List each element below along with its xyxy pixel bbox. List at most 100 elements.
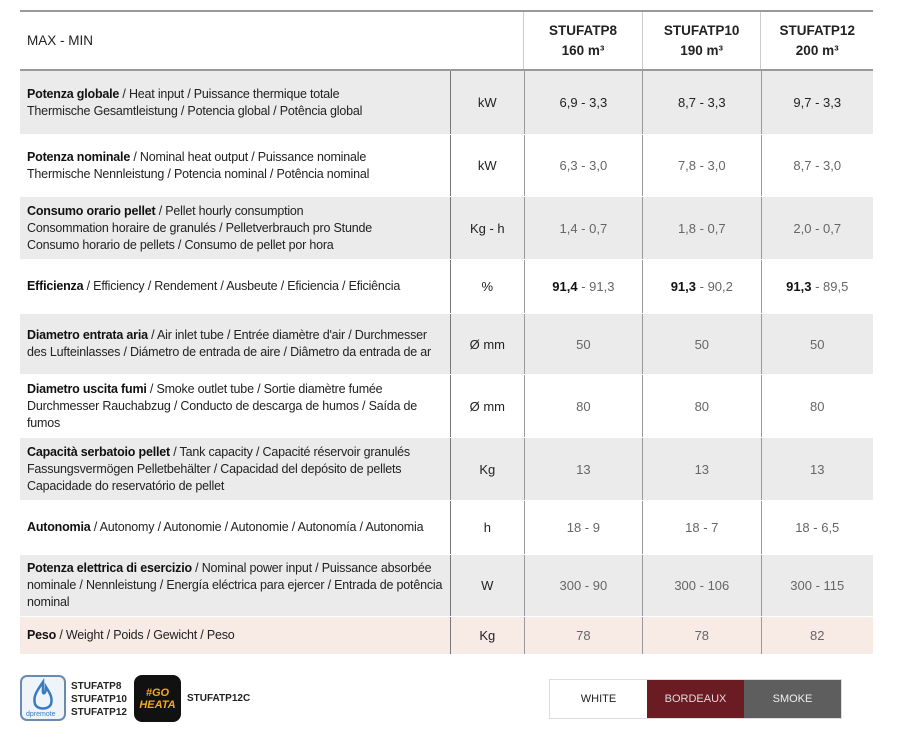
value: 78 <box>694 628 710 643</box>
value: 78 <box>576 628 591 643</box>
model: STUFATP10 <box>71 694 127 705</box>
value-bold: 91,3 <box>670 279 697 294</box>
unit-cell: Kg - h <box>449 197 524 259</box>
label-line: Durchmesser Rauchabzug / Conducto de des… <box>27 398 418 430</box>
app-logo-text: #GO HEATA <box>139 686 176 711</box>
value: 6,3 - 3,0 <box>559 158 608 173</box>
label-rest: / Heat input / Puissance thermique total… <box>119 86 340 101</box>
row-label: Diametro uscita fumi / Smoke outlet tube… <box>20 375 450 437</box>
label-bold: Diametro entrata aria <box>27 328 148 342</box>
value-cell: 9,7 - 3,3 <box>760 71 873 134</box>
table-row: Potenza globale / Heat input / Puissance… <box>20 71 873 135</box>
label-bold: Efficienza <box>27 279 84 293</box>
label-line: Thermische Gesamtleistung / Potencia glo… <box>27 103 363 118</box>
value: 13 <box>694 461 710 477</box>
model-volume: 190 m³ <box>680 42 723 58</box>
label-bold: Potenza globale <box>27 86 120 101</box>
goheata-app-icon: #GO HEATA <box>134 675 181 722</box>
value-cell: 82 <box>760 617 873 654</box>
value: 80 <box>576 398 591 414</box>
value-cell: 50 <box>760 314 873 374</box>
unit-cell: kW <box>449 135 524 196</box>
label-line: Capacidade do reservatório de pellet <box>27 478 225 493</box>
model-name: STUFATP8 <box>549 22 618 38</box>
table-row: Peso / Weight / Poids / Gewicht / Peso Kg… <box>20 617 873 655</box>
row-label: Potenza elettrica di esercizio / Nominal… <box>20 555 450 616</box>
table-row: Potenza nominale / Nominal heat output /… <box>20 135 873 197</box>
value-cell: 13 <box>523 438 642 500</box>
unit-cell: % <box>449 260 524 313</box>
row-label: Efficienza / Efficiency / Rendement / Au… <box>20 260 450 313</box>
label-rest: / Nominal heat output / Puissance nomina… <box>130 149 367 164</box>
value: 13 <box>810 461 825 477</box>
value: 80 <box>694 398 710 414</box>
value: 50 <box>694 336 710 352</box>
value-cell: 50 <box>642 314 760 374</box>
color-smoke: SMOKE <box>744 680 841 718</box>
value: 300 - 115 <box>790 578 845 593</box>
table-row: Consumo orario pellet / Pellet hourly co… <box>20 197 873 260</box>
value-cell: 1,4 - 0,7 <box>523 197 642 259</box>
table-row: Diametro entrata aria / Air inlet tube /… <box>20 314 873 375</box>
dpremote-app-icon: dpremote <box>20 675 66 721</box>
value-cell: 78 <box>642 617 760 654</box>
value-cell: 80 <box>523 375 642 437</box>
value-cell: 8,7 - 3,0 <box>760 135 873 196</box>
spec-table: MAX - MIN STUFATP8 160 m³ STUFATP10 190 m³… <box>20 10 873 655</box>
color-options: WHITE BORDEAUX SMOKE <box>549 679 842 719</box>
row-label: Potenza globale / Heat input / Puissance… <box>20 71 450 134</box>
value-cell: 300 - 90 <box>523 555 642 616</box>
value-cell: 13 <box>642 438 760 500</box>
value-cell: 300 - 115 <box>760 555 873 616</box>
value-cell: 8,7 - 3,3 <box>642 71 760 134</box>
label-line: Consumo horario de pellets / Consumo de … <box>27 237 334 252</box>
model-volume: 160 m³ <box>561 42 605 58</box>
label-bold: Capacità serbatoio pellet <box>27 444 170 459</box>
label-bold: Peso <box>27 628 57 642</box>
value: 1,8 - 0,7 <box>677 220 726 236</box>
value-cell: 18 - 6,5 <box>760 501 873 554</box>
app2-models: STUFATP12C <box>187 693 251 704</box>
app1-models: STUFATP8 STUFATP10 STUFATP12 <box>71 680 127 719</box>
label-rest: / Nominal power input / Puissance absorb… <box>191 561 432 575</box>
label-line: Fassungsvermögen Pelletbehälter / Capaci… <box>27 461 402 476</box>
table-row: Efficienza / Efficiency / Rendement / Au… <box>20 260 873 314</box>
label-line: nominale / Nennleistung / Energía eléctr… <box>27 578 443 609</box>
row-label: Consumo orario pellet / Pellet hourly co… <box>20 197 450 259</box>
table-row: Potenza elettrica di esercizio / Nominal… <box>20 555 873 617</box>
value: 13 <box>576 461 591 477</box>
table-row: Diametro uscita fumi / Smoke outlet tube… <box>20 375 873 438</box>
value-cell: 91,3 - 90,2 <box>642 260 760 313</box>
unit-cell: Kg <box>449 617 524 654</box>
unit-cell: Kg <box>449 438 524 500</box>
unit-cell: h <box>449 501 524 554</box>
value: 6,9 - 3,3 <box>559 95 608 110</box>
table-row: Autonomia / Autonomy / Autonomie / Auton… <box>20 501 873 555</box>
value: 300 - 90 <box>559 578 608 593</box>
svg-text:dpremote: dpremote <box>26 711 56 718</box>
row-label: Autonomia / Autonomy / Autonomie / Auton… <box>20 501 450 554</box>
label-bold: Potenza nominale <box>27 149 131 164</box>
value: 18 - 9 <box>566 520 600 535</box>
row-label: Capacità serbatoio pellet / Tank capacit… <box>20 438 450 500</box>
label-rest: / Weight / Poids / Gewicht / Peso <box>56 628 235 642</box>
label-bold: Consumo orario pellet <box>27 203 156 218</box>
value-bold: 91,3 <box>786 279 812 294</box>
value-cell: 300 - 106 <box>642 555 760 616</box>
table-row: Capacità serbatoio pellet / Tank capacit… <box>20 438 873 501</box>
unit-cell: W <box>449 555 524 616</box>
label-line: Consommation horaire de granulés / Pelle… <box>27 220 372 235</box>
value: 18 - 6,5 <box>795 520 840 535</box>
value: 8,7 - 3,0 <box>793 158 842 173</box>
model: STUFATP12 <box>71 707 127 718</box>
model-name: STUFATP12 <box>779 22 855 38</box>
value: 18 - 7 <box>685 520 719 535</box>
label-rest: / Pellet hourly consumption <box>155 203 304 218</box>
value: - 90,2 <box>699 279 733 294</box>
value-cell: 6,3 - 3,0 <box>523 135 642 196</box>
value: 8,7 - 3,3 <box>677 95 726 110</box>
model-name: STUFATP10 <box>663 22 740 38</box>
value-cell: 18 - 7 <box>642 501 760 554</box>
row-label: Potenza nominale / Nominal heat output /… <box>20 135 450 196</box>
value-bold: 91,4 <box>552 279 578 294</box>
